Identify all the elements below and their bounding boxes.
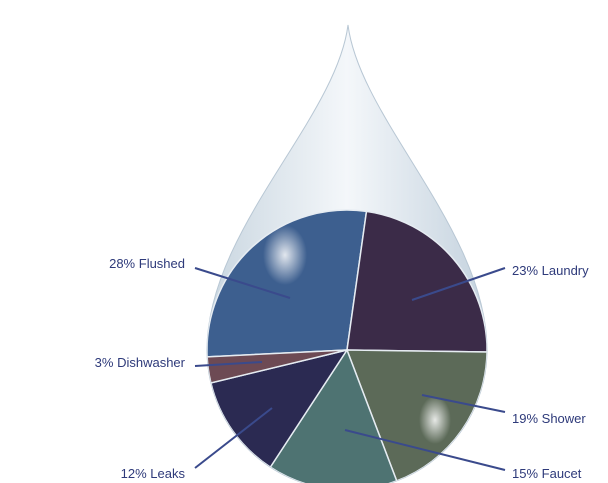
category-label: Dishwasher xyxy=(117,355,186,370)
leader-line xyxy=(421,394,506,413)
value-label: 19% xyxy=(512,411,538,426)
slice-label: 19% Shower xyxy=(512,411,586,426)
category-label: Flushed xyxy=(139,256,185,271)
slice-label: 12% Leaks xyxy=(121,466,186,481)
leader-line xyxy=(411,267,506,301)
slice-label: 28% Flushed xyxy=(109,256,185,271)
slice-label: 15% Faucet xyxy=(512,466,582,481)
pie-slice xyxy=(345,349,487,482)
highlight xyxy=(419,396,451,444)
leader-line xyxy=(194,407,273,469)
highlight xyxy=(263,225,307,285)
labels: 28% Flushed 23% Laundry 19% Shower 15% Fauc… xyxy=(95,256,589,481)
category-label: Shower xyxy=(542,411,587,426)
slice-label: 3% Dishwasher xyxy=(95,355,186,370)
leader-line xyxy=(194,361,263,367)
value-label: 12% xyxy=(121,466,147,481)
value-label: 23% xyxy=(512,263,538,278)
value-label: 3% xyxy=(95,355,114,370)
leader-line xyxy=(194,267,291,299)
value-label: 28% xyxy=(109,256,135,271)
slice-label: 23% Laundry xyxy=(512,263,589,278)
pie-slice xyxy=(346,210,487,353)
pie-slice xyxy=(210,348,349,469)
category-label: Faucet xyxy=(542,466,582,481)
category-label: Laundry xyxy=(542,263,589,278)
pie-slice xyxy=(269,348,398,483)
leader-line xyxy=(344,429,506,471)
category-label: Leaks xyxy=(150,466,185,481)
pie xyxy=(207,209,487,483)
value-label: 15% xyxy=(512,466,538,481)
